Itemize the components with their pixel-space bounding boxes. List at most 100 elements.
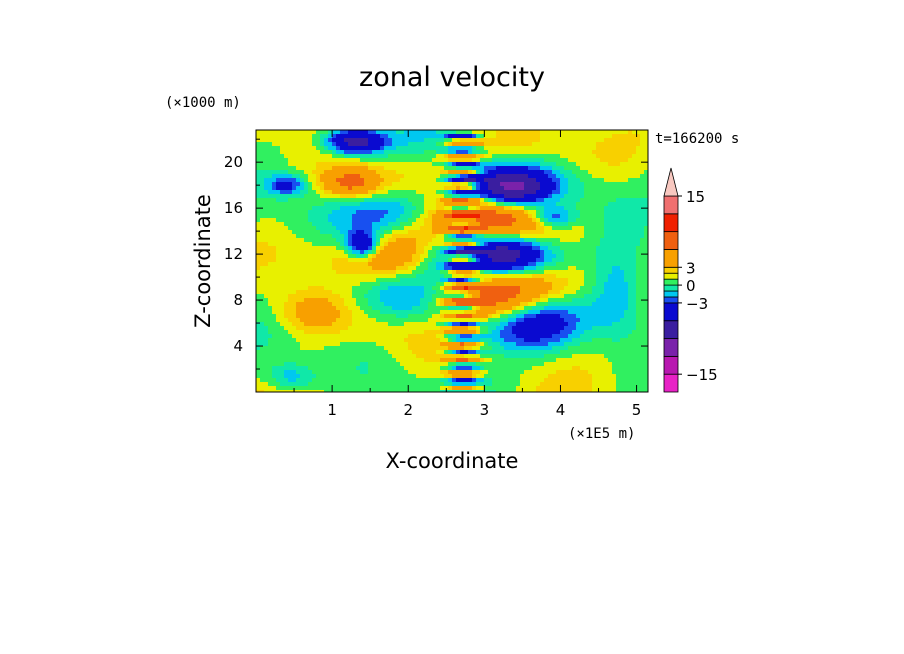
field-cell [532, 322, 537, 327]
field-cell [316, 162, 321, 167]
field-cell [536, 210, 541, 215]
field-cell [632, 146, 637, 151]
field-cell [524, 222, 529, 227]
field-cell [644, 326, 648, 331]
field-cell [268, 206, 273, 211]
field-cell [320, 154, 325, 159]
field-cell [320, 218, 325, 223]
field-cell [312, 206, 317, 211]
field-cell [440, 274, 445, 279]
field-cell [484, 170, 489, 175]
field-cell [256, 278, 261, 283]
field-cell [308, 290, 313, 295]
field-cell [576, 290, 581, 295]
field-cell [352, 246, 357, 251]
field-cell [372, 282, 377, 287]
field-cell [528, 146, 533, 151]
field-cell [512, 154, 517, 159]
field-cell [540, 234, 545, 239]
field-cell [284, 170, 289, 175]
field-cell [380, 330, 385, 335]
field-cell [348, 206, 353, 211]
field-cell [420, 218, 425, 223]
field-cell [508, 198, 513, 203]
field-cell [300, 210, 305, 215]
field-cell [380, 202, 385, 207]
field-cell [272, 250, 277, 255]
field-cell [464, 230, 469, 235]
field-cell [292, 266, 297, 271]
field-cell [504, 154, 509, 159]
field-cell [436, 246, 441, 251]
field-cell [620, 142, 625, 147]
field-cell [488, 130, 493, 135]
field-cell [452, 210, 457, 215]
field-cell [540, 222, 545, 227]
field-cell [316, 202, 321, 207]
field-cell [512, 214, 517, 219]
field-cell [288, 258, 293, 263]
field-cell [332, 282, 337, 287]
field-cell [448, 142, 453, 147]
field-cell [548, 190, 553, 195]
field-cell [464, 186, 469, 191]
field-cell [468, 322, 473, 327]
field-cell [372, 210, 377, 215]
field-cell [548, 254, 553, 259]
field-cell [448, 318, 453, 323]
field-cell [296, 142, 301, 147]
field-cell [396, 266, 401, 271]
field-cell [500, 294, 505, 299]
field-cell [268, 286, 273, 291]
field-cell [296, 270, 301, 275]
field-cell [396, 222, 401, 227]
field-cell [384, 278, 389, 283]
field-cell [456, 322, 461, 327]
field-cell [464, 270, 469, 275]
field-cell [544, 258, 549, 263]
field-cell [292, 206, 297, 211]
field-cell [576, 322, 581, 327]
field-cell [632, 142, 637, 147]
field-cell [368, 142, 373, 147]
field-cell [540, 230, 545, 235]
field-cell [468, 214, 473, 219]
field-cell [364, 306, 369, 311]
field-cell [380, 226, 385, 231]
field-cell [640, 286, 645, 291]
field-cell [644, 234, 648, 239]
field-cell [440, 310, 445, 315]
field-cell [272, 254, 277, 259]
field-cell [636, 190, 641, 195]
field-cell [352, 166, 357, 171]
field-cell [468, 266, 473, 271]
field-cell [508, 162, 513, 167]
field-cell [488, 158, 493, 163]
field-cell [580, 302, 585, 307]
field-cell [480, 158, 485, 163]
field-cell [300, 198, 305, 203]
field-cell [544, 170, 549, 175]
field-cell [620, 322, 625, 327]
field-cell [328, 326, 333, 331]
field-cell [296, 186, 301, 191]
field-cell [524, 206, 529, 211]
field-cell [448, 202, 453, 207]
field-cell [352, 134, 357, 139]
field-cell [552, 306, 557, 311]
field-cell [452, 138, 457, 143]
field-cell [392, 202, 397, 207]
field-cell [288, 206, 293, 211]
field-cell [308, 282, 313, 287]
field-cell [360, 246, 365, 251]
field-cell [332, 238, 337, 243]
field-cell [444, 174, 449, 179]
field-cell [628, 226, 633, 231]
field-cell [340, 150, 345, 155]
field-cell [304, 234, 309, 239]
field-cell [456, 162, 461, 167]
field-cell [636, 134, 641, 139]
field-cell [376, 222, 381, 227]
field-cell [364, 206, 369, 211]
field-cell [508, 246, 513, 251]
